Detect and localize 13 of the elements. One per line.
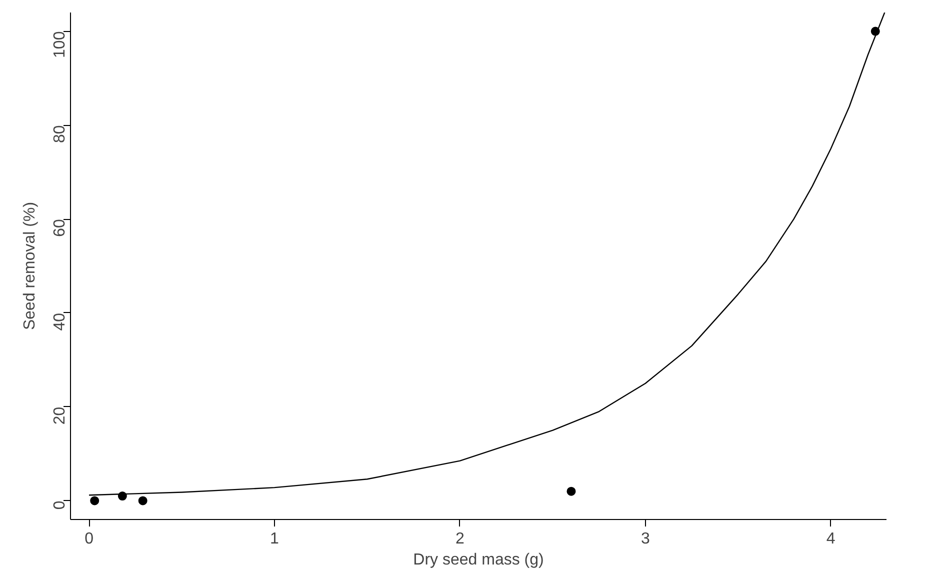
y-tick-label: 40 bbox=[52, 312, 68, 331]
x-tick-label: 1 bbox=[270, 530, 280, 548]
x-tick-label: 4 bbox=[826, 530, 836, 548]
y-axis-title: Seed removal (%) bbox=[22, 202, 38, 330]
y-tick-label: 60 bbox=[52, 218, 68, 237]
x-tick-label: 0 bbox=[84, 530, 94, 548]
y-tick-label: 0 bbox=[52, 500, 68, 510]
y-tick-label: 20 bbox=[52, 406, 68, 425]
x-tick-label: 2 bbox=[456, 530, 465, 548]
x-axis-title: Dry seed mass (g) bbox=[413, 552, 544, 568]
y-tick-label: 80 bbox=[52, 125, 68, 143]
y-tick-label: 100 bbox=[52, 31, 68, 58]
x-tick-label: 3 bbox=[640, 530, 650, 548]
